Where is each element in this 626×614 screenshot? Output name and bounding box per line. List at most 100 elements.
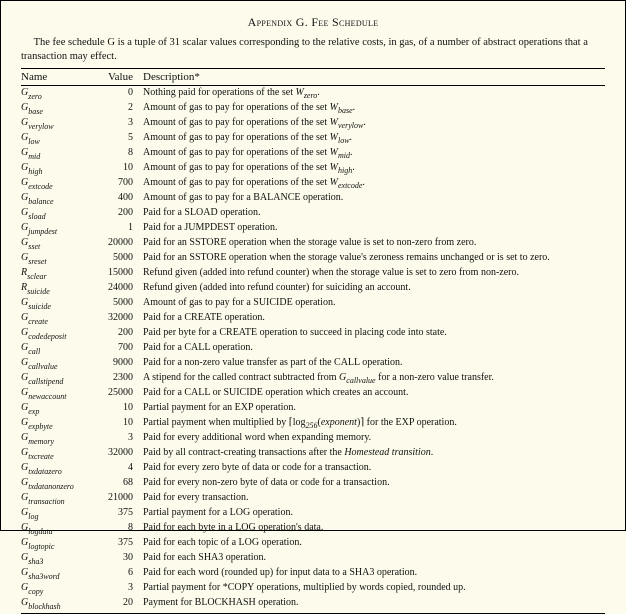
cell-value: 5000: [101, 296, 143, 311]
table-row: Glogdata8Paid for each byte in a LOG ope…: [21, 521, 605, 536]
cell-value: 9000: [101, 356, 143, 371]
table-row: Gtransaction21000Paid for every transact…: [21, 491, 605, 506]
cell-value: 5000: [101, 251, 143, 266]
cell-value: 21000: [101, 491, 143, 506]
cell-description: A stipend for the called contract subtra…: [143, 371, 605, 386]
cell-value: 25000: [101, 386, 143, 401]
table-row: Gcallvalue9000Paid for a non-zero value …: [21, 356, 605, 371]
cell-value: 200: [101, 206, 143, 221]
cell-name: Gsload: [21, 206, 101, 221]
table-row: Gjumpdest1Paid for a JUMPDEST operation.: [21, 221, 605, 236]
cell-description: Partial payment when multiplied by ⌈log2…: [143, 416, 605, 431]
table-row: Gsload200Paid for a SLOAD operation.: [21, 206, 605, 221]
table-row: Gcall700Paid for a CALL operation.: [21, 341, 605, 356]
cell-value: 8: [101, 521, 143, 536]
cell-name: Gcall: [21, 341, 101, 356]
cell-description: Paid for every additional word when expa…: [143, 431, 605, 446]
cell-value: 8: [101, 146, 143, 161]
cell-name: Gmemory: [21, 431, 101, 446]
table-row: Ghigh10Amount of gas to pay for operatio…: [21, 161, 605, 176]
cell-description: Paid by all contract-creating transactio…: [143, 446, 605, 461]
table-row: Glogtopic375Paid for each topic of a LOG…: [21, 536, 605, 551]
cell-value: 700: [101, 341, 143, 356]
col-value: Value: [101, 69, 143, 86]
table-row: Gnewaccount25000Paid for a CALL or SUICI…: [21, 386, 605, 401]
cell-description: Partial payment for a LOG operation.: [143, 506, 605, 521]
col-desc: Description*: [143, 69, 605, 86]
table-row: Gtxcreate32000Paid by all contract-creat…: [21, 446, 605, 461]
cell-name: Glow: [21, 131, 101, 146]
cell-value: 400: [101, 191, 143, 206]
table-row: Gbalance400Amount of gas to pay for a BA…: [21, 191, 605, 206]
table-row: Gextcode700Amount of gas to pay for oper…: [21, 176, 605, 191]
cell-name: Gtxdatazero: [21, 461, 101, 476]
cell-description: Payment for BLOCKHASH operation.: [143, 596, 605, 613]
table-row: Gsset20000Paid for an SSTORE operation w…: [21, 236, 605, 251]
cell-value: 15000: [101, 266, 143, 281]
cell-value: 4: [101, 461, 143, 476]
table-row: Gmid8Amount of gas to pay for operations…: [21, 146, 605, 161]
cell-description: Paid per byte for a CREATE operation to …: [143, 326, 605, 341]
table-row: Gcodedeposit200Paid per byte for a CREAT…: [21, 326, 605, 341]
cell-name: Gbase: [21, 101, 101, 116]
cell-name: Rsuicide: [21, 281, 101, 296]
cell-description: Amount of gas to pay for operations of t…: [143, 131, 605, 146]
cell-description: Amount of gas to pay for operations of t…: [143, 176, 605, 191]
cell-description: Amount of gas to pay for operations of t…: [143, 146, 605, 161]
cell-name: Gcallstipend: [21, 371, 101, 386]
cell-description: Partial payment for *COPY operations, mu…: [143, 581, 605, 596]
cell-description: Paid for every non-zero byte of data or …: [143, 476, 605, 491]
cell-value: 2300: [101, 371, 143, 386]
cell-description: Partial payment for an EXP operation.: [143, 401, 605, 416]
cell-description: Paid for a SLOAD operation.: [143, 206, 605, 221]
cell-name: Glog: [21, 506, 101, 521]
table-row: Gblockhash20Payment for BLOCKHASH operat…: [21, 596, 605, 613]
appendix-title: Appendix G. Fee Schedule: [21, 15, 605, 30]
cell-name: Ghigh: [21, 161, 101, 176]
cell-name: Gtxcreate: [21, 446, 101, 461]
table-row: Gcallstipend2300A stipend for the called…: [21, 371, 605, 386]
cell-value: 10: [101, 161, 143, 176]
cell-name: Gcallvalue: [21, 356, 101, 371]
cell-description: Paid for a JUMPDEST operation.: [143, 221, 605, 236]
cell-value: 68: [101, 476, 143, 491]
cell-name: Gbalance: [21, 191, 101, 206]
cell-name: Gnewaccount: [21, 386, 101, 401]
table-row: Gcreate32000Paid for a CREATE operation.: [21, 311, 605, 326]
cell-name: Gmid: [21, 146, 101, 161]
cell-value: 32000: [101, 446, 143, 461]
table-row: Rsclear15000Refund given (added into ref…: [21, 266, 605, 281]
cell-description: Amount of gas to pay for a BALANCE opera…: [143, 191, 605, 206]
cell-value: 20: [101, 596, 143, 613]
cell-description: Amount of gas to pay for operations of t…: [143, 161, 605, 176]
cell-description: Paid for a non-zero value transfer as pa…: [143, 356, 605, 371]
cell-name: Gsha3: [21, 551, 101, 566]
table-row: Gcopy3Partial payment for *COPY operatio…: [21, 581, 605, 596]
cell-name: Gblockhash: [21, 596, 101, 613]
cell-description: Paid for an SSTORE operation when the st…: [143, 236, 605, 251]
table-row: Gsreset5000Paid for an SSTORE operation …: [21, 251, 605, 266]
cell-description: Paid for a CALL or SUICIDE operation whi…: [143, 386, 605, 401]
cell-description: Paid for each word (rounded up) for inpu…: [143, 566, 605, 581]
table-row: Gexpbyte10Partial payment when multiplie…: [21, 416, 605, 431]
cell-value: 24000: [101, 281, 143, 296]
col-name: Name: [21, 69, 101, 86]
cell-value: 200: [101, 326, 143, 341]
cell-name: Glogtopic: [21, 536, 101, 551]
table-row: Gexp10Partial payment for an EXP operati…: [21, 401, 605, 416]
cell-name: Gjumpdest: [21, 221, 101, 236]
table-row: Gtxdatazero4Paid for every zero byte of …: [21, 461, 605, 476]
cell-description: Refund given (added into refund counter)…: [143, 281, 605, 296]
cell-name: Gextcode: [21, 176, 101, 191]
cell-name: Gsuicide: [21, 296, 101, 311]
cell-name: Glogdata: [21, 521, 101, 536]
cell-description: Paid for each byte in a LOG operation's …: [143, 521, 605, 536]
cell-value: 375: [101, 506, 143, 521]
cell-description: Nothing paid for operations of the set W…: [143, 86, 605, 102]
table-row: Gmemory3Paid for every additional word w…: [21, 431, 605, 446]
cell-description: Paid for each topic of a LOG operation.: [143, 536, 605, 551]
cell-value: 20000: [101, 236, 143, 251]
cell-value: 0: [101, 86, 143, 102]
cell-name: Gsset: [21, 236, 101, 251]
table-row: Glog375Partial payment for a LOG operati…: [21, 506, 605, 521]
